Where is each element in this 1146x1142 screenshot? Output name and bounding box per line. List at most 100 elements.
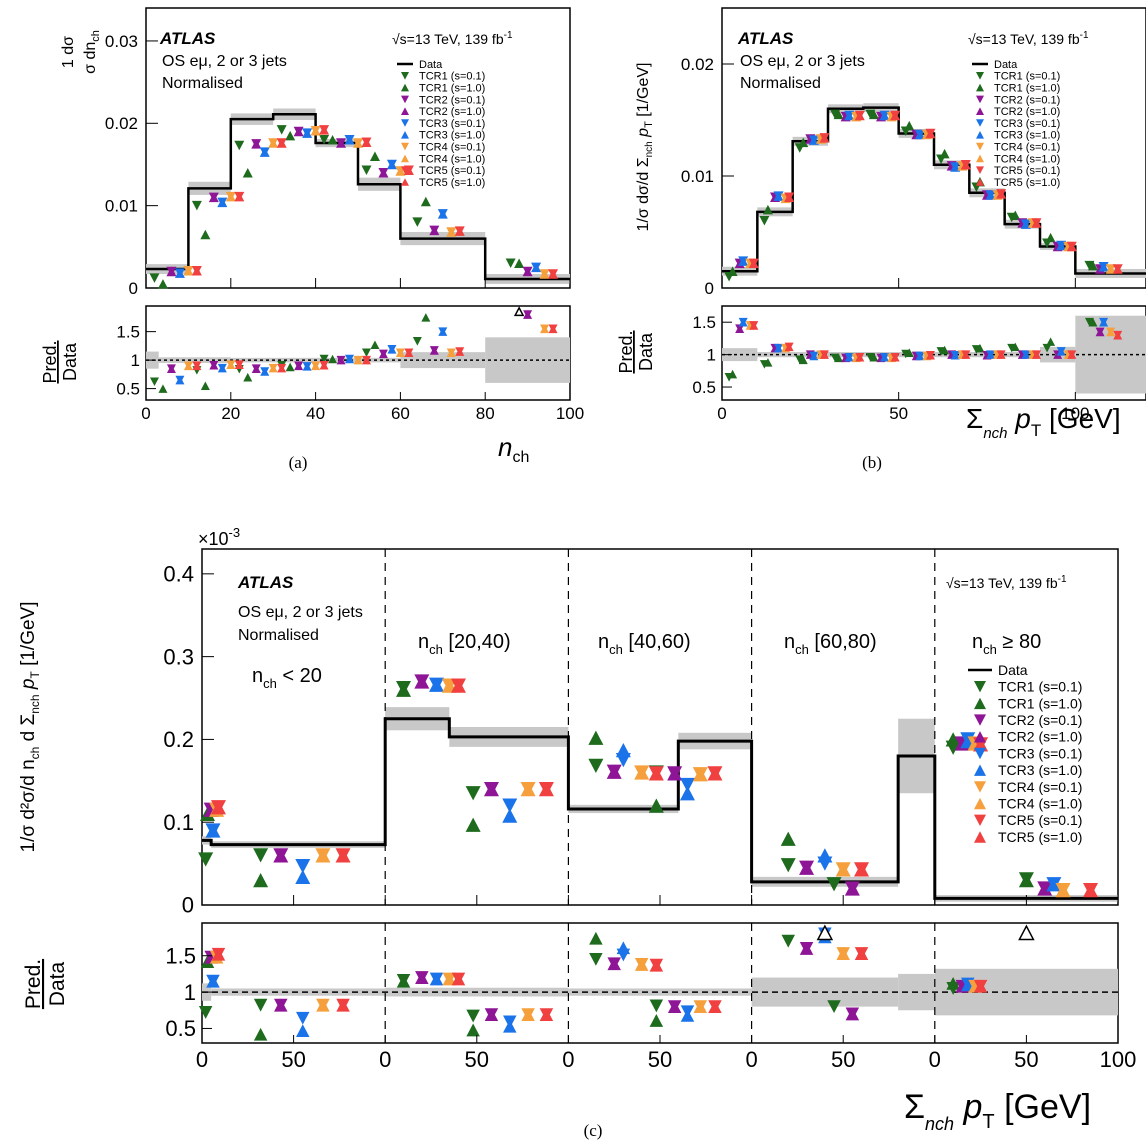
a-legend-swatch-4	[401, 107, 409, 115]
c-ratio-marker-tcr5-s10-1	[336, 998, 350, 1012]
a-ratio-band-2	[188, 357, 231, 363]
a-marker-tcr1-s01-2	[234, 140, 245, 151]
c-marker-tcr4-s10-4	[634, 765, 650, 780]
c-marker-tcr3-s10-0	[205, 823, 221, 838]
a-ratio-marker-tcr1-s10-5	[370, 340, 380, 350]
c-marker-tcr1-s01-6	[780, 858, 796, 873]
b-ratio-marker-tcr1-s01-10	[1084, 317, 1094, 327]
c-marker-tcr3-s10-8	[1046, 877, 1062, 892]
b-ratio-marker-tcr3-s10-8	[1021, 350, 1031, 359]
c-xtick-label-1: 50	[281, 1047, 305, 1072]
panel-c-normalised-label: Normalised	[238, 627, 319, 644]
c-ratio-marker-tcr1-s10-2	[396, 974, 411, 988]
b-marker-tcr4-s10-10	[1105, 264, 1116, 274]
b-ratio-marker-tcr4-s10-10	[1106, 327, 1116, 337]
panel-b-xlabel-unit: [GeV]	[1041, 403, 1120, 434]
c-marker-tcr3-s01-5	[679, 777, 695, 793]
panel-b-ylabel-unit: [1/GeV]	[635, 62, 652, 121]
a-legend-entry-3: TCR2 (s=0.1)	[419, 94, 485, 106]
a-legend-entry-9: TCR5 (s=0.1)	[419, 165, 485, 177]
b-marker-tcr1-s10-10	[1088, 260, 1098, 271]
b-marker-tcr5-s10-6	[960, 160, 971, 170]
b-legend-entry-0: Data	[994, 59, 1018, 71]
a-ytick-label-3: 0.03	[105, 32, 138, 51]
b-ratio-marker-tcr2-s10-0	[735, 324, 745, 333]
b-legend-entry-7: TCR4 (s=0.1)	[994, 141, 1060, 153]
a-marker-tcr5-s10-7	[548, 269, 559, 279]
panel-a-xlabel-sub: ch	[512, 449, 529, 466]
c-marker-tcr3-s01-3	[502, 798, 518, 813]
b-marker-tcr3-s10-10	[1098, 261, 1109, 272]
b-xtick-label-1: 50	[889, 404, 908, 423]
a-marker-tcr1-s01-5	[361, 165, 372, 175]
b-legend-entry-4: TCR2 (s=1.0)	[994, 106, 1060, 118]
b-marker-tcr5-s10-1	[784, 192, 795, 203]
panel-b-xlabel: Σnch pT [GeV]	[966, 403, 1121, 442]
c-marker-tcr1-s10-2	[396, 682, 412, 697]
b-legend-swatch-10	[976, 178, 984, 186]
c-region-label-2-n: n	[598, 631, 609, 653]
a-ratio-marker-tcr5-s10-5	[404, 348, 414, 357]
panel-c-xlabel-sub: nch	[925, 1114, 954, 1134]
b-legend-swatch-2	[976, 83, 984, 92]
c-marker-tcr1-s10-7	[945, 732, 961, 747]
c-marker-tcr1-s10-6	[780, 831, 796, 846]
panel-c-exponent: ×10-3	[198, 525, 240, 549]
panel-c-xlabel-unit: [GeV]	[995, 1088, 1091, 1126]
c-ratio-marker-tcr1-s01-5	[649, 999, 664, 1013]
c-ratio-marker-tcr2-s10-1	[274, 998, 288, 1012]
a-marker-tcr4-s10-4	[353, 138, 363, 148]
a-marker-tcr1-s01-7	[505, 258, 516, 269]
a-marker-tcr1-s10-1	[200, 229, 211, 240]
c-marker-tcr1-s01-3	[465, 786, 481, 801]
a-marker-tcr4-s10-6	[446, 227, 457, 237]
c-ytick-label-0: 0	[182, 893, 194, 918]
c-ratio-marker-tcr3-s10-3	[503, 1019, 517, 1033]
panel-b-ratio-plot: 0 50 100 0.5 1 1.5	[692, 313, 1146, 423]
panel-c-ratio-label-num: Pred.	[22, 959, 45, 1009]
c-marker-tcr3-s10-1	[295, 869, 311, 884]
b-ratio-marker-tcr5-s10-3	[855, 352, 865, 362]
c-marker-tcr3-s01-1	[295, 858, 311, 874]
c-marker-tcr4-s10-8	[1055, 882, 1071, 898]
b-legend-swatch-3	[976, 95, 984, 104]
a-ratio-marker-tcr2-s10-7	[523, 310, 533, 319]
b-legend-swatch-1	[976, 72, 984, 80]
c-legend-swatch-7	[974, 781, 986, 793]
a-ratio-marker-tcr4-s10-3	[311, 361, 321, 371]
c-legend-entry-1: TCR1 (s=0.1)	[998, 679, 1082, 695]
a-legend-swatch-8	[401, 154, 409, 163]
c-ratio-marker-tcr1-s10-7	[946, 976, 960, 990]
b-marker-tcr3-s10-9	[1056, 240, 1067, 251]
c-ratio-marker-tcr2-s10-4	[607, 957, 621, 971]
b-marker-tcr1-s10-1	[762, 204, 773, 215]
panel-b-xlabel-t: T	[1031, 421, 1041, 440]
c-region-label-3: nch [60,80)	[784, 631, 877, 657]
b-marker-tcr3-s10-8	[1020, 219, 1031, 229]
a-xtick-label-3: 60	[391, 404, 410, 423]
b-marker-tcr1-s10-6	[939, 148, 950, 159]
b-ratio-marker-tcr1-s10-6	[940, 345, 950, 355]
c-ratio-marker-tcr4-s10-5	[693, 1000, 708, 1014]
panel-c-exponent-sup: -3	[229, 525, 241, 540]
a-ratio-ytick-label-2: 1.5	[116, 323, 140, 342]
c-marker-tcr3-s10-6	[817, 848, 833, 863]
b-ratio-band-1	[757, 352, 899, 358]
a-marker-tcr4-s10-7	[539, 269, 550, 279]
b-ratio-ytick-label-0: 0.5	[692, 378, 716, 397]
b-marker-tcr3-s10-4	[879, 110, 890, 121]
panel-c-exponent-base: ×10	[198, 529, 229, 549]
c-marker-tcr3-s10-4	[615, 743, 631, 758]
a-ratio-marker-tcr3-s10-1	[217, 363, 227, 373]
panel-b-ratio-label-den: Data	[636, 332, 656, 371]
c-marker-tcr1-s10-8	[1018, 873, 1034, 888]
c-ratio-marker-tcr1-s01-1	[253, 998, 268, 1012]
a-ratio-marker-tcr4-s10-4	[353, 355, 363, 365]
b-legend-swatch-4	[976, 107, 984, 115]
c-ratio-marker-tcr5-s10-0	[211, 947, 226, 961]
a-marker-tcr3-s10-4	[344, 135, 355, 145]
b-xtick-label-2: 100	[1061, 404, 1089, 423]
b-marker-tcr5-s10-10	[1112, 264, 1123, 274]
b-marker-tcr5-s10-2	[819, 133, 830, 143]
a-ratio-marker-tcr3-s10-2	[260, 367, 270, 376]
